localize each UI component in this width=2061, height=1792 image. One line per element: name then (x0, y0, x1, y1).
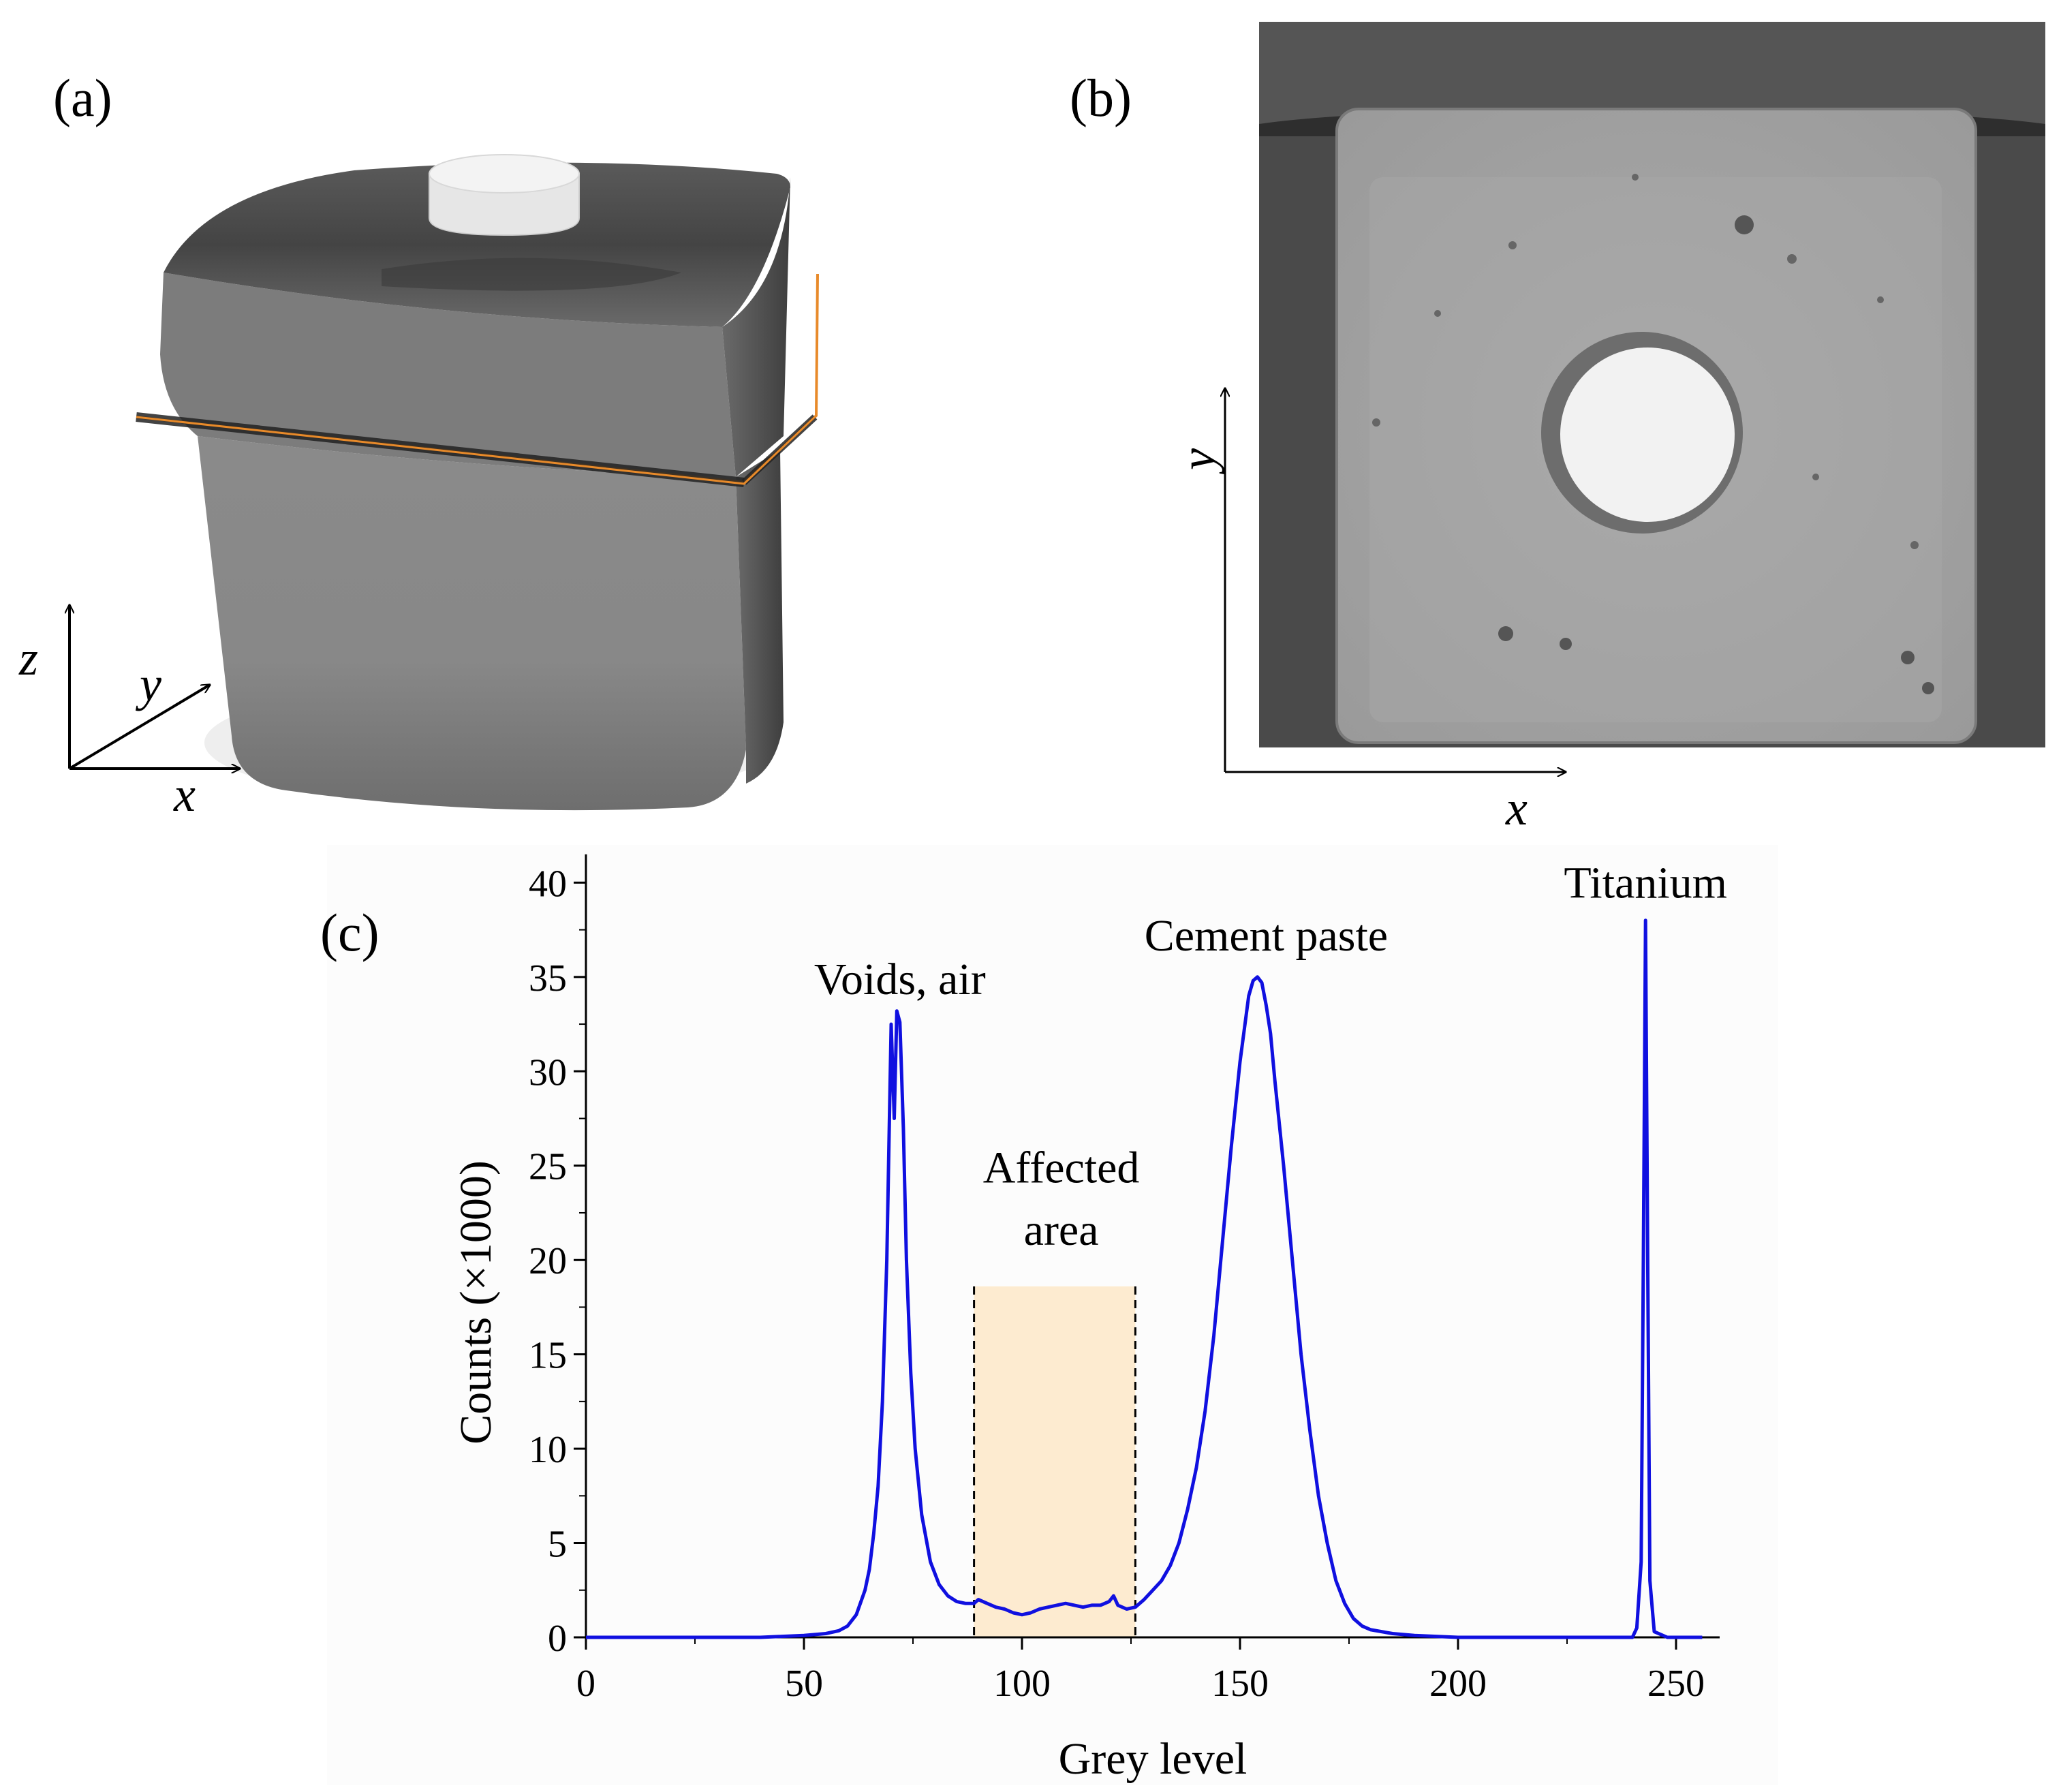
x-tick-label: 50 (785, 1663, 823, 1705)
x-axis-label-a: x (173, 767, 196, 822)
histogram-chart: 0 5 10 15 20 25 30 35 40 0 50 100 150 200 250 Grey leve… (451, 854, 1727, 1784)
panel-b: (b) (1070, 22, 2045, 835)
y-tick-label: 40 (529, 863, 567, 905)
panel-a: (a) (18, 68, 819, 822)
y-axis-label-a: y (135, 657, 161, 711)
annotation-affected2: area (1024, 1205, 1099, 1255)
panel-c-label: (c) (320, 903, 379, 962)
axes-triad-b (1225, 388, 1566, 772)
y-tick-label: 15 (529, 1335, 567, 1377)
axes-triad-a (69, 605, 240, 769)
x-axis-title: Grey level (1059, 1734, 1248, 1784)
annotation-voids: Voids, air (814, 955, 986, 1004)
annotation-affected1: Affected (983, 1143, 1140, 1193)
y-tick-label: 5 (548, 1524, 567, 1566)
affected-area-shade (974, 1286, 1136, 1637)
x-tick-label: 150 (1211, 1663, 1269, 1705)
y-axis-arrow-a (68, 685, 210, 770)
panel-c: (c) 0 5 10 15 20 25 30 35 40 0 50 100 150 200 250 Grey … (320, 845, 1778, 1785)
x-axis-label-b: x (1505, 781, 1528, 835)
y-tick-label: 30 (529, 1051, 567, 1094)
panel-a-label: (a) (53, 68, 112, 127)
x-tick-label: 200 (1429, 1663, 1487, 1705)
z-axis-label: z (18, 631, 38, 685)
x-tick-label: 0 (576, 1663, 595, 1705)
panel-b-label: (b) (1070, 68, 1132, 127)
annotation-cement: Cement paste (1145, 911, 1388, 961)
y-tick-label: 20 (529, 1240, 567, 1282)
y-axis-title: Counts (×1000) (451, 1160, 501, 1445)
x-tick-label: 100 (993, 1663, 1051, 1705)
y-axis-label-b: y (1171, 448, 1225, 475)
annotation-titanium: Titanium (1564, 859, 1727, 908)
y-tick-label: 25 (529, 1146, 567, 1188)
x-tick-label: 250 (1647, 1663, 1705, 1705)
y-tick-label: 35 (529, 957, 567, 1000)
y-tick-label: 0 (548, 1618, 567, 1660)
ct-cross-section (1259, 22, 2045, 747)
specimen-3d-render (136, 154, 819, 811)
series-line-0 (586, 918, 1703, 1639)
y-tick-label: 10 (529, 1429, 567, 1471)
